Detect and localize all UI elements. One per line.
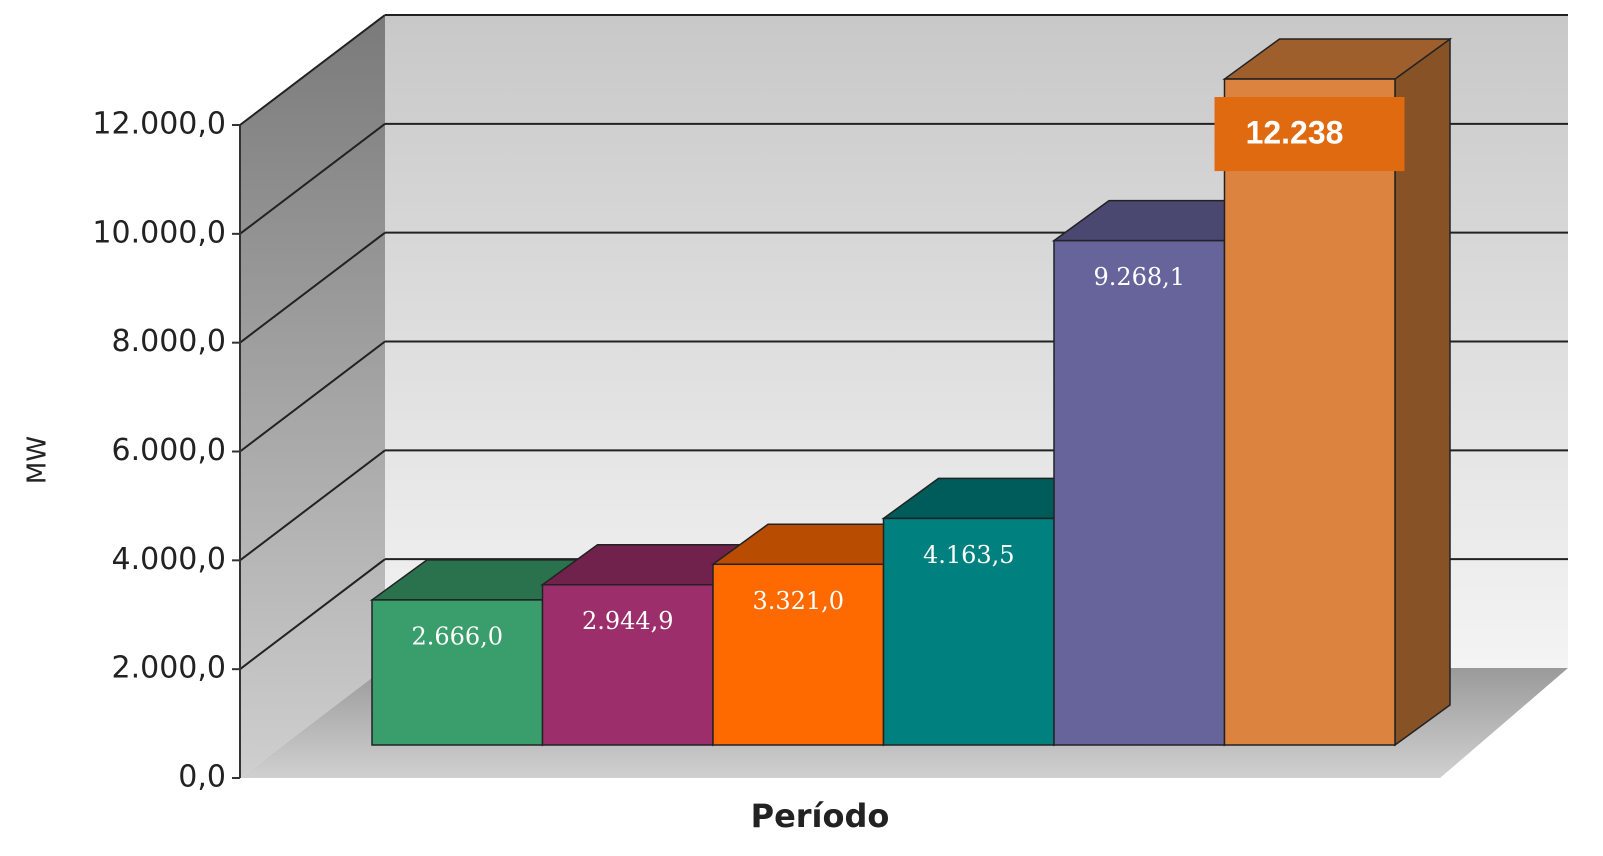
bars: 2.666,0 2.944,9 3.321,0 4.163,5 9.268,1 12.23… bbox=[369, 37, 1453, 747]
y-tick-label: 0,0 bbox=[178, 760, 226, 795]
value-label: 3.321,0 bbox=[752, 587, 844, 615]
value-label: 4.163,5 bbox=[923, 541, 1015, 569]
bar bbox=[882, 517, 1055, 746]
grid-line bbox=[239, 231, 386, 344]
y-tick-label: 8.000,0 bbox=[111, 324, 226, 359]
bar bbox=[541, 583, 714, 746]
grid-line bbox=[239, 14, 386, 126]
value-label: 2.944,9 bbox=[582, 607, 674, 635]
y-tick-label: 12.000,0 bbox=[92, 107, 226, 142]
y-tick-label: 10.000,0 bbox=[92, 215, 226, 250]
y-tick-label: 4.000,0 bbox=[111, 542, 226, 577]
grid-line bbox=[239, 558, 386, 670]
y-tick-label: 6.000,0 bbox=[111, 433, 226, 468]
value-label: 2.666,0 bbox=[411, 622, 503, 650]
bar bbox=[1223, 78, 1396, 746]
grid-line bbox=[239, 340, 386, 453]
value-label: 12.238 bbox=[1246, 115, 1344, 151]
y-tick-label: 2.000,0 bbox=[111, 651, 226, 686]
bar bbox=[371, 599, 544, 746]
value-label: 9.268,1 bbox=[1093, 263, 1185, 291]
grid-line bbox=[239, 123, 386, 235]
x-axis-title: Período bbox=[751, 797, 890, 835]
y-axis-title: MW bbox=[23, 436, 53, 484]
grid-line bbox=[239, 449, 386, 562]
bar bbox=[1053, 239, 1226, 746]
value-label-box bbox=[1214, 97, 1405, 172]
bar bbox=[712, 563, 885, 746]
